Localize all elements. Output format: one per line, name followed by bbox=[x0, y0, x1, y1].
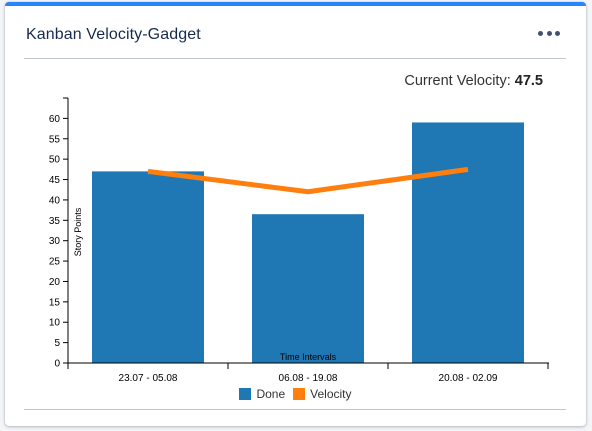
y-tick-label: 25 bbox=[49, 257, 61, 268]
menu-dot bbox=[538, 30, 543, 36]
gadget-title: Kanban Velocity-Gadget bbox=[26, 26, 201, 43]
bar-done-1 bbox=[252, 214, 364, 363]
legend-label-done: Done bbox=[256, 387, 286, 401]
current-velocity-value: 47.5 bbox=[514, 73, 543, 89]
bar-done-0 bbox=[92, 171, 204, 363]
legend-item-done[interactable]: Done bbox=[239, 387, 285, 401]
y-tick-label: 0 bbox=[54, 359, 60, 370]
y-tick-label: 60 bbox=[49, 114, 61, 125]
x-tick-label: 06.08 - 19.08 bbox=[279, 373, 338, 384]
bar-done-2 bbox=[412, 122, 524, 363]
velocity-gadget: Kanban Velocity-Gadget Current Velocity:… bbox=[5, 2, 586, 426]
y-tick-label: 40 bbox=[49, 195, 61, 206]
y-axis-title: Story Points bbox=[73, 207, 83, 256]
current-velocity: Current Velocity: 47.5 bbox=[404, 73, 543, 89]
y-tick-label: 50 bbox=[49, 155, 61, 166]
legend-swatch-velocity bbox=[293, 388, 306, 400]
legend-item-velocity[interactable]: Velocity bbox=[293, 387, 352, 401]
y-tick-label: 15 bbox=[49, 297, 61, 308]
current-velocity-label: Current Velocity: bbox=[404, 73, 511, 89]
y-tick-label: 45 bbox=[49, 175, 61, 186]
legend-swatch-done bbox=[239, 388, 252, 400]
y-tick-label: 35 bbox=[49, 216, 61, 227]
more-horizontal-icon[interactable] bbox=[538, 26, 560, 40]
menu-dot bbox=[546, 30, 552, 36]
footer-divider bbox=[24, 409, 566, 410]
chart-legend: Done Velocity bbox=[5, 387, 586, 401]
x-tick-label: 23.07 - 05.08 bbox=[119, 373, 178, 384]
y-tick-label: 30 bbox=[49, 236, 61, 247]
y-tick-label: 10 bbox=[49, 318, 61, 329]
y-tick-label: 20 bbox=[49, 277, 61, 288]
x-tick-label: 20.08 - 02.09 bbox=[439, 373, 498, 384]
legend-label-velocity: Velocity bbox=[310, 387, 352, 401]
menu-dot bbox=[555, 30, 560, 36]
header-divider bbox=[24, 58, 566, 59]
y-tick-label: 5 bbox=[54, 338, 60, 349]
x-axis-title: Time Intervals bbox=[280, 352, 337, 362]
y-tick-label: 55 bbox=[49, 134, 61, 145]
velocity-chart: 0 5 10 15 20 25 30 35 40 45 50 55 60 23.07 - 05.08 06.… bbox=[49, 97, 549, 384]
